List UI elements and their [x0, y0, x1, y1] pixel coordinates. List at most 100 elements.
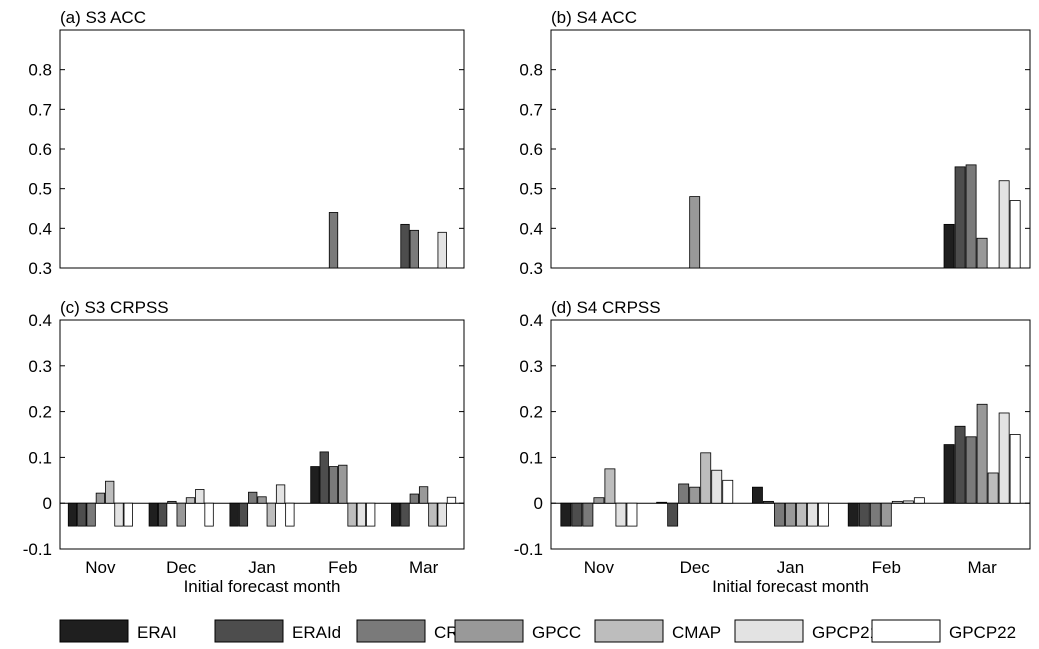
bar-erai-mar — [943, 223, 955, 269]
bar-cmap-feb — [347, 502, 357, 527]
bar-gpcp21-jan — [807, 502, 818, 527]
y-tick-label: 0.1 — [519, 448, 543, 467]
bar-gpcp21-dec — [195, 489, 205, 504]
legend-swatch-gpcc — [454, 619, 524, 643]
x-tick-label: Feb — [328, 558, 357, 577]
legend-label-eraid: ERAId — [292, 623, 341, 642]
legend: ERAI ERAId CRU GPCC CMAP GPCP21 GPCP22 — [59, 619, 1016, 643]
bar-eraid-dec — [157, 502, 168, 527]
panel-title: (a) S3 ACC — [60, 8, 146, 27]
bar-gpcp21-jan — [275, 484, 286, 504]
bar-gpcp22-feb — [913, 497, 925, 504]
legend-label-gpcp21: GPCP21 — [812, 623, 879, 642]
x-tick-label: Nov — [584, 558, 615, 577]
y-tick-label: 0.8 — [28, 61, 52, 80]
bar-cmap-mar — [987, 472, 999, 504]
bar-gpcp22-nov — [626, 502, 638, 527]
bar-cmap-feb — [891, 500, 903, 504]
bar-erai-dec — [148, 502, 158, 527]
bar-gpcc-nov — [95, 492, 106, 504]
bar-cru-jan — [774, 502, 785, 527]
panel-title: (b) S4 ACC — [551, 8, 637, 27]
bar-cmap-nov — [105, 480, 115, 504]
bar-eraid-mar — [400, 502, 410, 527]
panel-c: (c) S3 CRPSS -0.1 0 0.1 0.2 0.3 0.4 Nov Dec Jan Fe… — [23, 298, 465, 596]
y-tick-label: -0.1 — [514, 540, 543, 559]
bar-erai-mar — [943, 444, 955, 504]
bar-erai-jan — [752, 486, 763, 504]
y-tick-label: 0.8 — [519, 61, 543, 80]
y-tick-label: 0.2 — [28, 403, 52, 422]
bar-eraid-jan — [763, 500, 774, 504]
bar-gpcp21-mar — [437, 502, 447, 527]
bar-gpcp22-mar — [1009, 434, 1021, 504]
bar-gpcp22-dec — [204, 502, 214, 527]
bar-erai-feb — [310, 466, 320, 504]
bar-gpcp22-nov — [123, 502, 133, 527]
bar-cru-dec — [678, 483, 690, 504]
y-tick-label: 0.4 — [519, 311, 543, 330]
x-tick-label: Dec — [680, 558, 711, 577]
x-axis-label: Initial forecast month — [712, 577, 869, 596]
y-tick-label: 0.7 — [28, 100, 52, 119]
bar-gpcp22-mar — [1009, 200, 1021, 269]
bar-cru-feb — [328, 466, 339, 504]
bar-erai-mar — [391, 502, 401, 527]
bar-gpcc-nov — [593, 497, 605, 504]
bar-eraid-nov — [77, 502, 87, 527]
bar-cru-feb — [328, 212, 339, 269]
bar-cru-nov — [86, 502, 96, 527]
x-tick-label: Jan — [248, 558, 275, 577]
legend-swatch-gpcp22 — [871, 619, 941, 643]
bar-eraid-mar — [400, 223, 410, 269]
bar-cru-mar — [409, 493, 419, 504]
bar-gpcp22-jan — [818, 502, 829, 527]
bar-eraid-dec — [667, 502, 679, 527]
bar-erai-jan — [229, 502, 239, 527]
legend-swatch-eraid — [214, 619, 284, 643]
legend-swatch-cru — [356, 619, 426, 643]
bar-eraid-mar — [954, 166, 966, 269]
y-tick-label: 0.4 — [519, 219, 543, 238]
x-tick-label: Jan — [777, 558, 804, 577]
bar-cru-jan — [248, 491, 258, 504]
panel-title: (c) S3 CRPSS — [60, 298, 169, 317]
panel-a: (a) S3 ACC 0.3 0.4 0.5 0.6 0.7 0.8 — [28, 8, 465, 278]
y-tick-label: 0 — [534, 494, 543, 513]
bar-cmap-nov — [604, 468, 616, 504]
bar-erai-nov — [560, 502, 572, 527]
bar-eraid-feb — [319, 451, 329, 504]
y-tick-label: 0.5 — [28, 180, 52, 199]
bar-gpcp21-nov — [114, 502, 124, 527]
bar-gpcc-mar — [418, 486, 429, 504]
bar-cru-mar — [965, 436, 977, 504]
y-tick-label: 0.2 — [519, 403, 543, 422]
legend-label-erai: ERAI — [137, 623, 177, 642]
legend-swatch-erai — [59, 619, 129, 643]
axes-frame — [550, 319, 1031, 550]
bar-gpcp21-feb — [356, 502, 367, 527]
bar-cru-mar — [409, 229, 419, 269]
bar-cmap-dec — [700, 452, 712, 504]
bar-erai-feb — [847, 502, 859, 527]
bar-cru-mar — [965, 164, 977, 269]
bar-gpcp22-dec — [722, 479, 734, 504]
bar-erai-dec — [656, 501, 668, 504]
y-tick-label: 0.4 — [28, 219, 52, 238]
bar-cmap-mar — [428, 502, 438, 527]
x-tick-label: Mar — [409, 558, 439, 577]
bar-gpcc-feb — [880, 502, 892, 527]
bar-gpcc-dec — [689, 196, 701, 269]
bar-gpcc-jan — [257, 496, 267, 504]
legend-label-cmap: CMAP — [672, 623, 721, 642]
bar-gpcp21-mar — [998, 412, 1010, 504]
legend-swatch-gpcp21 — [734, 619, 804, 643]
bar-cru-feb — [869, 502, 881, 527]
y-tick-label: 0 — [43, 494, 52, 513]
y-tick-label: -0.1 — [23, 540, 52, 559]
legend-swatch-cmap — [594, 619, 664, 643]
y-tick-label: 0.3 — [519, 357, 543, 376]
bar-erai-nov — [67, 502, 78, 527]
bar-cmap-dec — [185, 497, 196, 504]
y-tick-label: 0.5 — [519, 180, 543, 199]
